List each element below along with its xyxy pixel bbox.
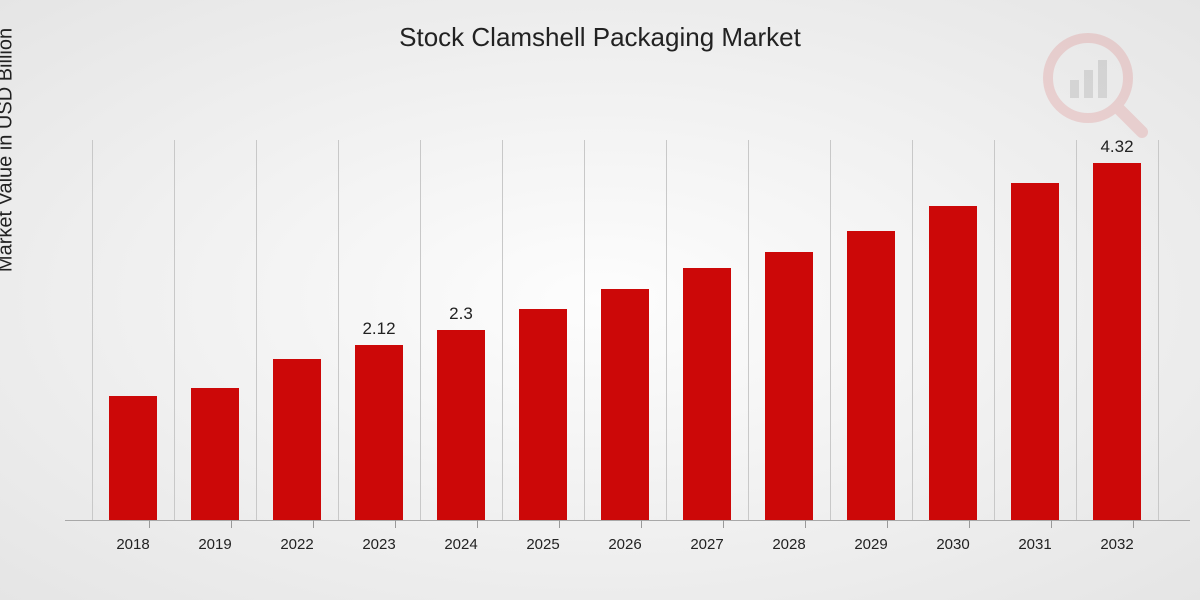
bar-rect (355, 345, 403, 520)
bar (601, 263, 649, 520)
bar-value-label: 2.12 (362, 319, 395, 339)
chart-title: Stock Clamshell Packaging Market (0, 22, 1200, 53)
x-tick: 2027 (707, 520, 740, 553)
bar-rect (437, 330, 485, 520)
tick-mark (887, 520, 888, 528)
tick-mark (559, 520, 560, 528)
grid-line (338, 140, 339, 520)
grid-line (748, 140, 749, 520)
x-tick-label: 2019 (198, 536, 231, 553)
bar (683, 242, 731, 520)
x-tick: 2018 (133, 520, 166, 553)
x-tick-label: 2024 (444, 536, 477, 553)
bar: 2.3 (437, 304, 485, 520)
tick-mark (641, 520, 642, 528)
bar (273, 333, 321, 520)
tick-mark (969, 520, 970, 528)
analytics-magnifier-icon (1040, 30, 1150, 145)
x-tick: 2028 (789, 520, 822, 553)
grid-line (584, 140, 585, 520)
tick-mark (723, 520, 724, 528)
bar (929, 180, 977, 520)
grid-line (256, 140, 257, 520)
grid-line (502, 140, 503, 520)
bar-rect (601, 289, 649, 520)
bar: 4.32 (1093, 137, 1141, 520)
bar: 2.12 (355, 319, 403, 520)
tick-mark (395, 520, 396, 528)
x-tick-label: 2023 (362, 536, 395, 553)
bar (109, 370, 157, 520)
grid-line (912, 140, 913, 520)
grid-line (1076, 140, 1077, 520)
bar-rect (273, 359, 321, 520)
bar-rect (109, 396, 157, 520)
x-tick: 2032 (1117, 520, 1150, 553)
x-tick-label: 2022 (280, 536, 313, 553)
x-tick: 2031 (1035, 520, 1068, 553)
x-tick: 2030 (953, 520, 986, 553)
x-tick: 2019 (215, 520, 248, 553)
grid-line (666, 140, 667, 520)
tick-mark (1133, 520, 1134, 528)
tick-mark (313, 520, 314, 528)
grid-line (1158, 140, 1159, 520)
x-tick-label: 2025 (526, 536, 559, 553)
x-axis: 2018 2019 2022 2023 2024 2025 2026 2027 2028 2029… (80, 520, 1180, 580)
bar-rect (847, 231, 895, 520)
x-tick-label: 2027 (690, 536, 723, 553)
bar (1011, 157, 1059, 520)
x-tick-label: 2028 (772, 536, 805, 553)
grid-line (92, 140, 93, 520)
bar (519, 283, 567, 520)
tick-mark (805, 520, 806, 528)
bar-rect (1011, 183, 1059, 520)
x-tick: 2024 (461, 520, 494, 553)
bar (847, 205, 895, 520)
x-tick-label: 2030 (936, 536, 969, 553)
bar (765, 226, 813, 520)
plot-area: 2.12 2.3 4.32 (80, 140, 1180, 520)
bar-rect (683, 268, 731, 520)
bar-rect (191, 388, 239, 520)
x-tick: 2029 (871, 520, 904, 553)
bar-rect (519, 309, 567, 520)
tick-mark (149, 520, 150, 528)
x-tick-label: 2029 (854, 536, 887, 553)
grid-line (174, 140, 175, 520)
x-tick-label: 2018 (116, 536, 149, 553)
grid-line (994, 140, 995, 520)
x-tick-label: 2031 (1018, 536, 1051, 553)
tick-mark (1051, 520, 1052, 528)
x-tick-label: 2026 (608, 536, 641, 553)
bar-value-label: 2.3 (449, 304, 473, 324)
bar (191, 362, 239, 520)
bar-value-label: 4.32 (1100, 137, 1133, 157)
grid-line (830, 140, 831, 520)
x-tick: 2026 (625, 520, 658, 553)
bar-rect (929, 206, 977, 520)
y-axis-label: Market Value in USD Billion (0, 0, 18, 300)
tick-mark (231, 520, 232, 528)
bar-rect (765, 252, 813, 520)
grid-line (420, 140, 421, 520)
x-tick: 2023 (379, 520, 412, 553)
x-tick: 2022 (297, 520, 330, 553)
tick-mark (477, 520, 478, 528)
x-tick: 2025 (543, 520, 576, 553)
bar-rect (1093, 163, 1141, 520)
x-tick-label: 2032 (1100, 536, 1133, 553)
